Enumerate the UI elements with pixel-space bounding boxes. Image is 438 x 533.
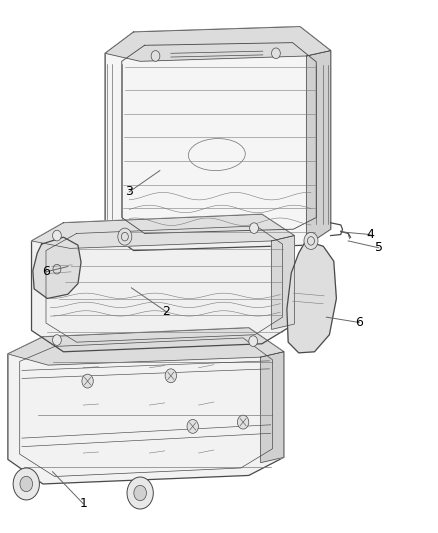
Circle shape	[250, 223, 258, 233]
Text: 5: 5	[375, 241, 383, 254]
Text: 1: 1	[79, 497, 87, 510]
Polygon shape	[8, 328, 284, 484]
Text: 4: 4	[366, 228, 374, 241]
Circle shape	[165, 369, 177, 383]
Circle shape	[53, 230, 61, 241]
Circle shape	[127, 477, 153, 509]
Polygon shape	[261, 352, 284, 463]
Circle shape	[304, 232, 318, 249]
Polygon shape	[272, 236, 294, 329]
Polygon shape	[32, 214, 294, 352]
Text: 6: 6	[355, 316, 363, 329]
Text: 3: 3	[125, 185, 133, 198]
Circle shape	[53, 335, 61, 345]
Text: 6: 6	[42, 265, 50, 278]
Circle shape	[187, 419, 198, 433]
Polygon shape	[33, 237, 81, 298]
Circle shape	[249, 336, 258, 346]
Circle shape	[118, 228, 132, 245]
Polygon shape	[307, 51, 331, 245]
Circle shape	[237, 415, 249, 429]
Circle shape	[272, 48, 280, 59]
Circle shape	[82, 374, 93, 388]
Circle shape	[13, 468, 39, 500]
Circle shape	[151, 51, 160, 61]
Text: 2: 2	[162, 305, 170, 318]
Polygon shape	[287, 241, 336, 353]
Polygon shape	[8, 328, 284, 365]
Polygon shape	[32, 214, 294, 248]
Circle shape	[134, 486, 146, 500]
Polygon shape	[105, 27, 331, 61]
Polygon shape	[105, 27, 331, 251]
Circle shape	[20, 477, 32, 491]
